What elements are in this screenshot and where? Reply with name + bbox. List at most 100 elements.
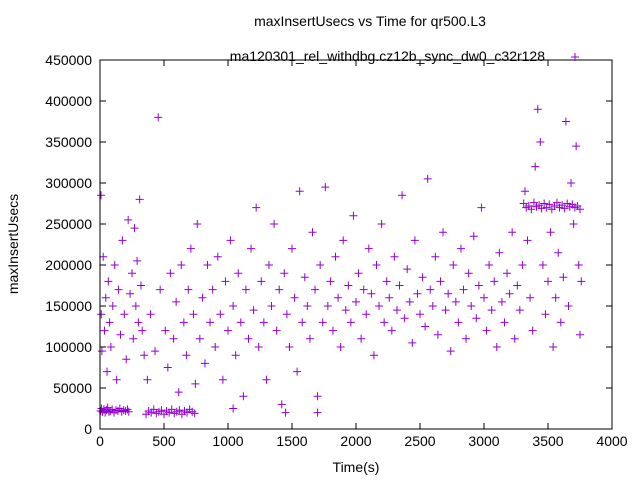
data-point	[193, 220, 202, 228]
data-point	[392, 306, 401, 315]
data-point	[576, 205, 584, 214]
data-point	[200, 359, 209, 368]
data-point	[410, 236, 419, 245]
data-point	[149, 405, 158, 414]
data-point	[114, 285, 123, 294]
data-point	[554, 248, 563, 257]
data-point	[134, 318, 143, 327]
data-point	[561, 117, 570, 126]
data-point	[136, 281, 145, 290]
data-point	[208, 285, 217, 294]
data-point	[121, 406, 130, 415]
y-axis: 0 50000 100000 150000 200000 250000 300000 3500…	[45, 52, 612, 437]
data-point	[108, 405, 117, 414]
data-point	[175, 406, 184, 415]
data-point	[469, 232, 478, 241]
data-point	[549, 343, 558, 351]
x-tick-label: 2000	[340, 433, 371, 449]
data-point	[387, 326, 396, 335]
y-tick-label: 300000	[45, 175, 92, 191]
data-point	[101, 293, 110, 302]
data-point	[537, 204, 546, 213]
data-point	[198, 293, 207, 302]
data-point	[252, 203, 261, 212]
data-point	[290, 293, 299, 302]
data-point	[257, 277, 266, 286]
data-point	[495, 248, 504, 257]
data-point	[357, 334, 366, 343]
data-point	[467, 302, 476, 310]
data-point	[497, 297, 506, 306]
data-point	[421, 322, 430, 331]
y-tick-label: 250000	[45, 216, 92, 232]
data-point	[441, 306, 450, 315]
data-point	[280, 269, 289, 278]
y-tick-label: 400000	[45, 93, 92, 109]
data-point	[526, 293, 535, 302]
data-point	[334, 293, 343, 302]
data-point	[157, 406, 166, 415]
data-point	[567, 179, 576, 187]
data-point	[544, 277, 552, 286]
data-point	[564, 302, 573, 310]
data-point	[546, 228, 555, 237]
data-point	[400, 314, 409, 323]
x-tick-label: 3000	[468, 433, 499, 449]
data-point	[285, 343, 294, 351]
data-point	[390, 252, 399, 261]
legend-marker	[571, 53, 579, 61]
data-point	[206, 318, 215, 327]
data-point	[540, 199, 549, 208]
data-point	[267, 302, 276, 310]
data-point	[100, 326, 109, 335]
data-point	[523, 236, 532, 245]
data-point	[375, 302, 384, 310]
data-point	[474, 281, 483, 290]
data-point	[449, 261, 458, 269]
data-point	[281, 408, 290, 417]
data-point	[120, 310, 129, 319]
data-point	[456, 244, 465, 253]
data-point	[234, 269, 243, 278]
data-point	[239, 392, 248, 401]
data-point	[236, 318, 245, 327]
x-tick-label: 1000	[212, 433, 243, 449]
data-point	[513, 281, 522, 290]
data-point	[477, 203, 486, 212]
data-point	[336, 343, 345, 351]
data-point	[485, 261, 494, 269]
data-point	[104, 277, 113, 286]
data-point	[531, 162, 540, 171]
data-point	[577, 277, 586, 286]
data-point	[559, 273, 568, 282]
data-point	[403, 265, 412, 274]
data-point	[533, 105, 542, 114]
data-point	[385, 293, 394, 302]
data-point	[116, 330, 125, 339]
data-point	[459, 285, 468, 294]
data-point	[418, 273, 427, 282]
data-point	[423, 174, 432, 183]
data-point	[166, 269, 175, 278]
data-point	[184, 285, 193, 294]
data-point	[163, 363, 172, 372]
data-point	[490, 277, 499, 286]
data-point	[316, 261, 325, 269]
data-point	[254, 343, 263, 351]
data-point	[515, 306, 524, 315]
data-point	[508, 228, 517, 237]
plot-frame	[99, 59, 613, 430]
data-point	[115, 404, 124, 413]
data-point	[444, 289, 453, 298]
data-point	[167, 405, 176, 414]
data-point	[372, 261, 381, 269]
data-point	[519, 199, 528, 208]
data-point	[146, 310, 155, 319]
data-point	[426, 285, 435, 294]
x-axis-label: Time(s)	[333, 459, 380, 475]
data-point	[362, 310, 371, 319]
data-point	[303, 302, 312, 310]
data-point	[518, 261, 527, 269]
data-point	[288, 244, 296, 253]
